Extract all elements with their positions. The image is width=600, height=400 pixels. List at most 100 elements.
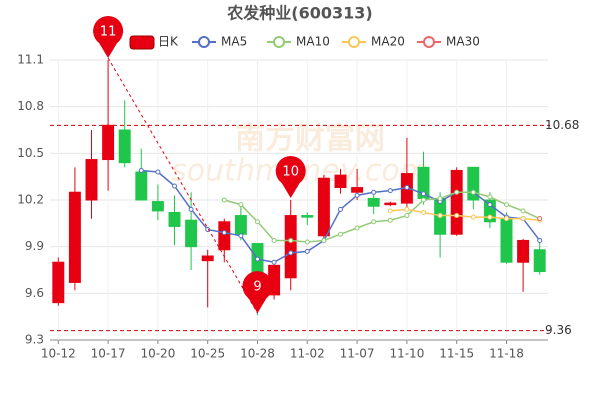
ma-point	[304, 248, 310, 254]
ma-point	[404, 185, 410, 191]
candle-body	[135, 171, 148, 201]
legend-marker	[273, 36, 285, 48]
x-tick-label: 11-02	[290, 347, 325, 361]
ma-point	[504, 216, 509, 222]
ma-point	[304, 239, 310, 245]
legend: 日K MA5 MA10 MA20 MA30	[129, 35, 480, 50]
candle-body	[151, 201, 164, 212]
ma-point	[288, 237, 294, 243]
legend-marker	[198, 36, 210, 48]
ma-point	[387, 217, 393, 223]
candle-body	[301, 215, 314, 218]
ma-point	[138, 167, 144, 173]
reference-label: 9.36	[545, 323, 572, 337]
candle-body	[483, 199, 496, 223]
candle-body	[367, 197, 380, 207]
y-tick-label: 10.2	[17, 193, 44, 207]
annotation-balloon	[275, 156, 306, 198]
ma-point	[321, 237, 327, 243]
y-tick-label: 9.6	[25, 286, 44, 300]
ma-point	[387, 208, 393, 214]
ma-point	[437, 213, 443, 219]
ma-point	[520, 216, 526, 222]
candle-body	[102, 124, 115, 161]
legend-marker	[348, 36, 360, 48]
candle-body	[467, 166, 480, 201]
legend-label: MA20	[371, 35, 405, 49]
candle-body	[118, 129, 131, 164]
legend-label: 日K	[158, 35, 179, 49]
candle-body	[450, 169, 463, 235]
x-tick-label: 11-15	[439, 347, 474, 361]
ma-point	[221, 230, 227, 236]
ma-point	[387, 188, 393, 194]
annotation-label: 10	[282, 165, 299, 180]
annotation-balloon	[93, 16, 124, 59]
ma-point	[404, 206, 410, 212]
ma-point	[338, 206, 343, 212]
ma-point	[454, 189, 460, 195]
legend-swatch	[129, 35, 155, 50]
x-tick-label: 11-07	[340, 347, 375, 361]
legend-label: MA10	[296, 35, 330, 49]
ma-point	[255, 219, 260, 225]
candle-body	[68, 191, 81, 283]
annotation-label: 11	[100, 25, 117, 40]
ma-point	[454, 213, 460, 219]
candle-body	[168, 211, 181, 227]
candle-body	[284, 215, 297, 279]
x-tick-label: 11-18	[489, 347, 524, 361]
ma-point	[354, 225, 360, 231]
candle-body	[533, 249, 546, 273]
ma-point	[487, 214, 493, 220]
ma-point	[437, 195, 443, 201]
y-tick-label: 10.8	[17, 99, 44, 113]
candle-body	[85, 159, 98, 201]
ma-line	[224, 191, 541, 243]
y-tick-label: 11.1	[17, 53, 44, 67]
ma-point	[520, 208, 526, 214]
candle-body	[185, 219, 198, 248]
candle-body	[384, 202, 397, 206]
ma-point	[288, 250, 294, 256]
x-tick-label: 11-10	[389, 347, 424, 361]
ma-point	[271, 237, 277, 243]
x-tick-label: 10-20	[140, 347, 175, 361]
candle-body	[317, 177, 330, 237]
ma-point	[421, 209, 426, 215]
ma-point	[421, 197, 426, 203]
x-tick-label: 10-25	[190, 347, 225, 361]
candle-body	[218, 221, 231, 251]
ma-point	[470, 214, 476, 220]
y-tick-label: 9.3	[25, 333, 44, 347]
ma-point	[155, 169, 161, 175]
candle-body	[334, 174, 347, 189]
ma-point	[271, 259, 277, 265]
ma-point	[255, 256, 260, 262]
ma-point	[421, 191, 426, 197]
legend-marker	[423, 36, 435, 48]
ma-line	[390, 208, 540, 221]
candle-body	[500, 218, 513, 263]
candle-body	[517, 239, 530, 263]
ma-point	[188, 206, 194, 212]
candle-body	[52, 261, 65, 304]
ma-point	[487, 194, 493, 200]
ma-point	[338, 231, 343, 237]
y-tick-label: 9.9	[25, 239, 44, 253]
annotation-link	[107, 57, 258, 314]
ma-point	[504, 202, 509, 208]
watermark-text: 南方财富网	[235, 122, 385, 157]
ma-point	[172, 183, 177, 189]
legend-label: MA30	[446, 35, 480, 49]
chart-title: 农发种业(600313)	[226, 4, 372, 23]
ma-point	[354, 192, 360, 198]
ma-point	[537, 216, 543, 222]
y-tick-label: 10.5	[17, 146, 44, 160]
ma-point	[537, 237, 543, 243]
candle-body	[234, 215, 247, 235]
ma-point	[238, 202, 244, 208]
legend-label: MA5	[221, 35, 247, 49]
x-tick-label: 10-12	[41, 347, 76, 361]
x-tick-label: 10-17	[91, 347, 126, 361]
